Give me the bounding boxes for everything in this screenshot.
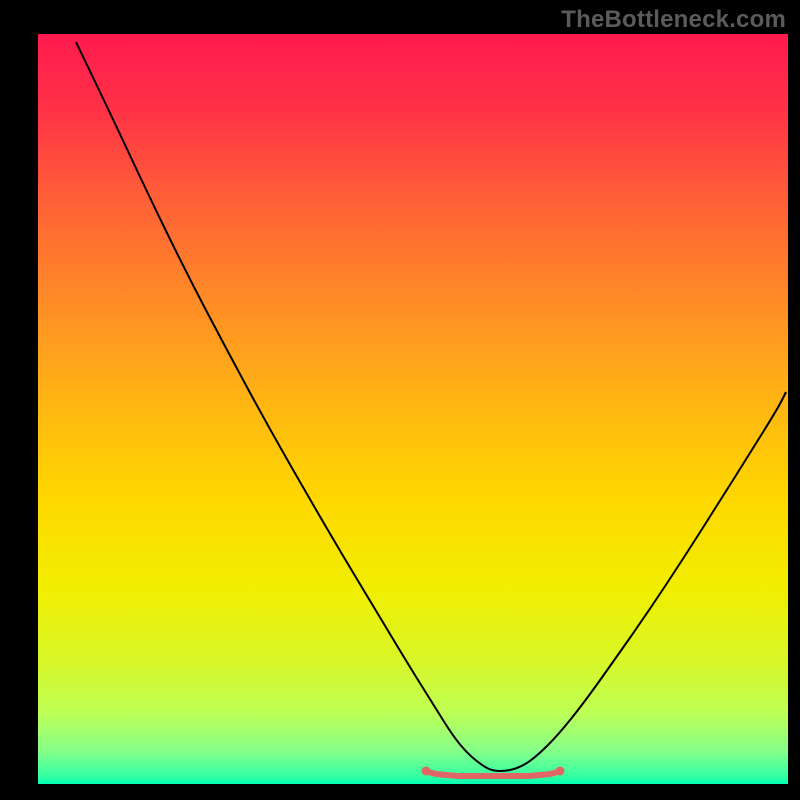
chart-frame: TheBottleneck.com <box>0 0 800 800</box>
optimal-range-endpoint <box>422 767 431 776</box>
plot-area <box>38 34 788 784</box>
watermark-text: TheBottleneck.com <box>561 6 786 34</box>
optimal-range-endpoint <box>556 767 565 776</box>
chart-svg <box>38 34 788 784</box>
